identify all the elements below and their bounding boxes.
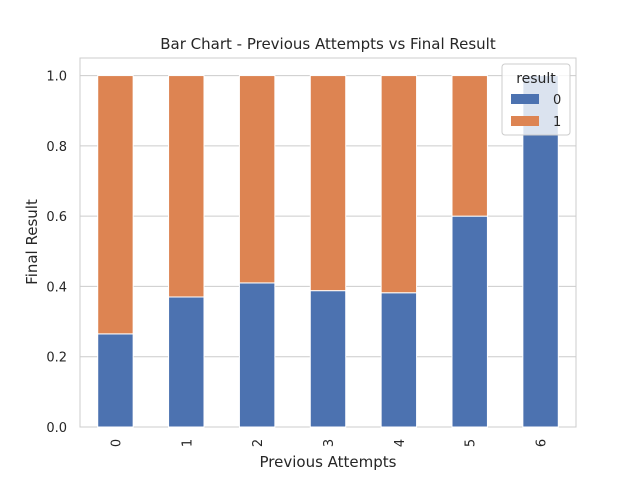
- y-tick-label: 0.2: [46, 351, 67, 366]
- bar-4-result-1: [380, 75, 418, 294]
- legend-swatch-0: [511, 94, 539, 104]
- legend-title: result: [516, 71, 556, 87]
- x-tick-label: 3: [322, 439, 337, 447]
- x-tick-label: 4: [393, 439, 408, 447]
- x-tick-labels: 0 1 2 3 4 5 6: [109, 439, 549, 447]
- y-tick-labels: 0.0 0.2 0.4 0.6 0.8 1.0: [46, 70, 67, 436]
- y-axis-label: Final Result: [23, 199, 41, 285]
- chart-title: Bar Chart - Previous Attempts vs Final R…: [160, 35, 496, 53]
- x-tick-label: 5: [464, 439, 479, 447]
- x-tick-label: 0: [109, 439, 124, 447]
- x-tick-label: 6: [535, 439, 550, 447]
- legend-label-1: 1: [553, 115, 561, 130]
- bar-3-result-1: [309, 75, 347, 292]
- y-tick-label: 0.0: [46, 421, 67, 436]
- bar-0-result-0: [97, 333, 134, 428]
- bar-0-result-1: [97, 75, 134, 335]
- bar-1-result-1: [168, 75, 205, 298]
- y-tick-label: 0.6: [46, 210, 67, 225]
- bar-1-result-0: [168, 296, 205, 428]
- y-tick-label: 0.8: [46, 140, 67, 155]
- bar-2-result-1: [238, 75, 276, 284]
- bar-5-result-1: [451, 75, 488, 217]
- x-tick-label: 1: [180, 439, 195, 447]
- y-tick-label: 0.4: [46, 280, 67, 295]
- legend-label-0: 0: [553, 93, 561, 108]
- legend-swatch-1: [511, 116, 539, 126]
- bar-4-result-0: [380, 292, 418, 428]
- bar-5-result-0: [451, 215, 488, 428]
- bars: [97, 75, 559, 428]
- legend: result 0 1: [501, 63, 571, 136]
- bar-2-result-0: [238, 282, 276, 428]
- bar-3-result-0: [309, 290, 347, 428]
- y-tick-label: 1.0: [46, 70, 67, 85]
- x-axis-label: Previous Attempts: [260, 453, 397, 471]
- x-tick-label: 2: [251, 439, 266, 447]
